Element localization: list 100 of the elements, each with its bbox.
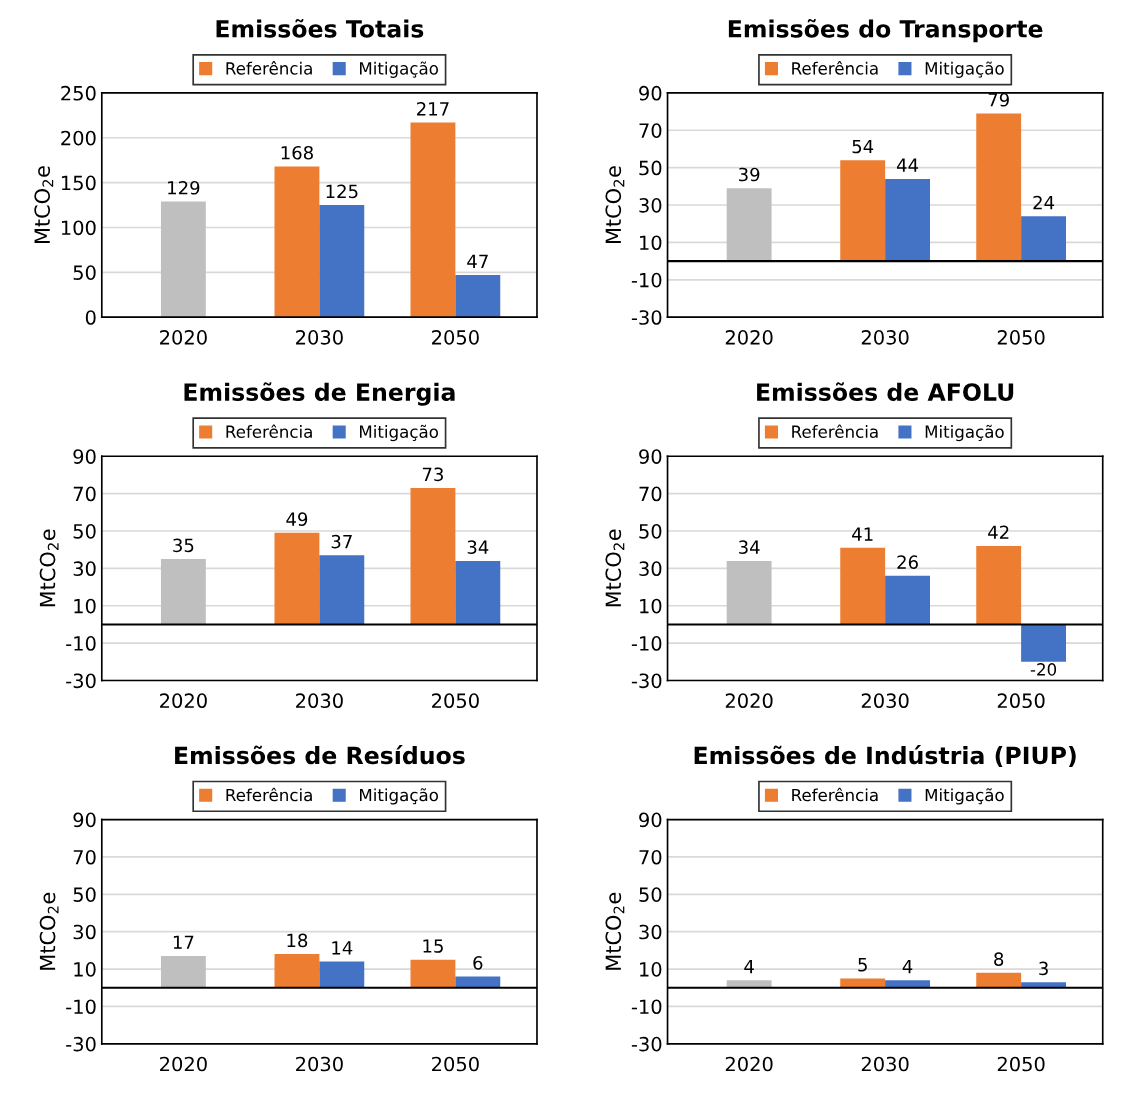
y-tick-label: 30 (73, 924, 96, 940)
bar (274, 532, 320, 625)
chart-title: Emissões de Resíduos (175, 745, 465, 765)
x-tick-label: 2030 (296, 1056, 343, 1072)
data-label: 6 (473, 956, 483, 970)
x-tick-label: 2030 (861, 330, 909, 345)
y-tick-label: 90 (639, 812, 662, 828)
bar (319, 555, 365, 625)
y-tick-label: 50 (73, 887, 96, 902)
data-label: 34 (467, 540, 489, 555)
y-tick-label: -10 (631, 636, 662, 651)
bar (726, 188, 772, 262)
x-tick-label: 2030 (296, 330, 343, 345)
legend-label: Referência (226, 787, 312, 802)
bar (976, 545, 1022, 625)
data-label: 129 (168, 180, 200, 195)
data-label: 217 (417, 101, 449, 116)
data-label: 3 (1039, 961, 1048, 976)
bar (840, 547, 886, 625)
y-axis-title: MtCO$_{2}$e (34, 166, 54, 243)
y-tick-label: -10 (66, 999, 96, 1015)
y-tick-label: 50 (639, 160, 662, 176)
data-label: 41 (852, 527, 873, 541)
y-tick-label: 10 (640, 598, 662, 614)
x-tick-label: 2020 (160, 330, 207, 345)
data-label: 15 (423, 939, 443, 953)
x-tick-label: 2020 (160, 1056, 207, 1072)
y-tick-label: 10 (74, 598, 96, 614)
bar (1021, 624, 1067, 662)
x-tick-label: 2050 (997, 1056, 1045, 1072)
data-label: 42 (988, 525, 1009, 539)
y-tick-label: 70 (639, 849, 662, 865)
data-label: 39 (739, 167, 760, 182)
x-tick-label: 2050 (432, 1056, 479, 1072)
bar (160, 955, 206, 988)
y-tick-label: 90 (639, 449, 662, 464)
data-label: 73 (422, 467, 443, 482)
y-tick-label: -10 (631, 272, 662, 288)
y-tick-label: 10 (640, 235, 662, 251)
bar (410, 122, 456, 318)
y-tick-label: 50 (73, 523, 96, 539)
legend-label: Referência (792, 61, 878, 75)
legend-label: Referência (226, 424, 312, 438)
legend-label: Mitigação (360, 788, 438, 805)
data-label: 14 (332, 941, 353, 955)
y-tick-label: 90 (73, 812, 96, 828)
y-tick-label: -30 (66, 673, 96, 689)
y-axis-title: MtCO$_{2}$e (39, 529, 59, 607)
data-label: 17 (173, 935, 194, 949)
chart-title: Emissões de Indústria (PIUP) (694, 745, 1076, 768)
chart-title: Emissões de AFOLU (757, 382, 1014, 401)
y-tick-label: -30 (631, 1036, 662, 1052)
bar (160, 559, 206, 625)
y-tick-label: -30 (66, 1036, 96, 1052)
bar (455, 560, 501, 625)
bar (319, 205, 365, 318)
data-label: 24 (1033, 195, 1055, 210)
y-tick-label: 30 (639, 924, 662, 940)
y-tick-label: 100 (61, 220, 96, 236)
y-tick-label: 30 (639, 561, 662, 577)
y-axis-title: MtCO$_{2}$e (605, 166, 625, 243)
data-label: -20 (1030, 663, 1057, 676)
x-tick-label: 2050 (997, 693, 1045, 709)
data-label: 26 (897, 555, 918, 569)
y-axis-title: MtCO$_{2}$e (605, 529, 625, 607)
legend-label: Mitigação (925, 61, 1004, 78)
y-tick-label: 30 (639, 198, 662, 213)
data-label: 5 (858, 958, 867, 972)
data-label: 35 (173, 538, 194, 553)
data-label: 18 (287, 933, 308, 948)
y-tick-label: 10 (640, 962, 662, 977)
data-label: 168 (281, 145, 313, 160)
bar (274, 954, 320, 988)
data-label: 47 (467, 254, 488, 268)
chart-title: Emissões Totais (216, 18, 424, 38)
x-tick-label: 2050 (432, 330, 479, 345)
y-tick-label: 70 (639, 123, 662, 138)
legend-label: Mitigação (360, 424, 438, 442)
bar (1021, 216, 1067, 262)
y-tick-label: 150 (61, 175, 96, 191)
y-tick-label: 70 (73, 486, 96, 502)
data-label: 4 (744, 959, 754, 974)
bar (455, 275, 501, 318)
data-label: 125 (326, 184, 358, 199)
x-tick-label: 2030 (861, 693, 909, 709)
y-tick-label: 30 (73, 561, 96, 577)
y-axis-title: MtCO$_{2}$e (39, 892, 59, 970)
x-tick-label: 2050 (432, 693, 479, 709)
bar (840, 160, 886, 262)
x-tick-label: 2020 (725, 693, 773, 709)
y-tick-label: 250 (61, 85, 96, 101)
x-tick-label: 2030 (296, 693, 343, 709)
y-axis-title: MtCO$_{2}$e (605, 892, 625, 970)
legend-label: Referência (226, 61, 312, 75)
chart-title: Emissões do Transporte (728, 18, 1043, 43)
bar (160, 201, 206, 318)
x-tick-label: 2050 (997, 330, 1045, 345)
chart-title: Emissões de Energia (184, 382, 455, 406)
bar (410, 959, 456, 988)
y-tick-label: 90 (73, 449, 96, 464)
